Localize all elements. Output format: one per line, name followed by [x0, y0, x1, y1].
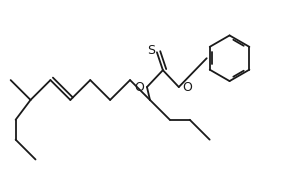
Text: O: O	[182, 80, 192, 94]
Text: O: O	[134, 80, 144, 94]
Text: S: S	[147, 44, 155, 57]
